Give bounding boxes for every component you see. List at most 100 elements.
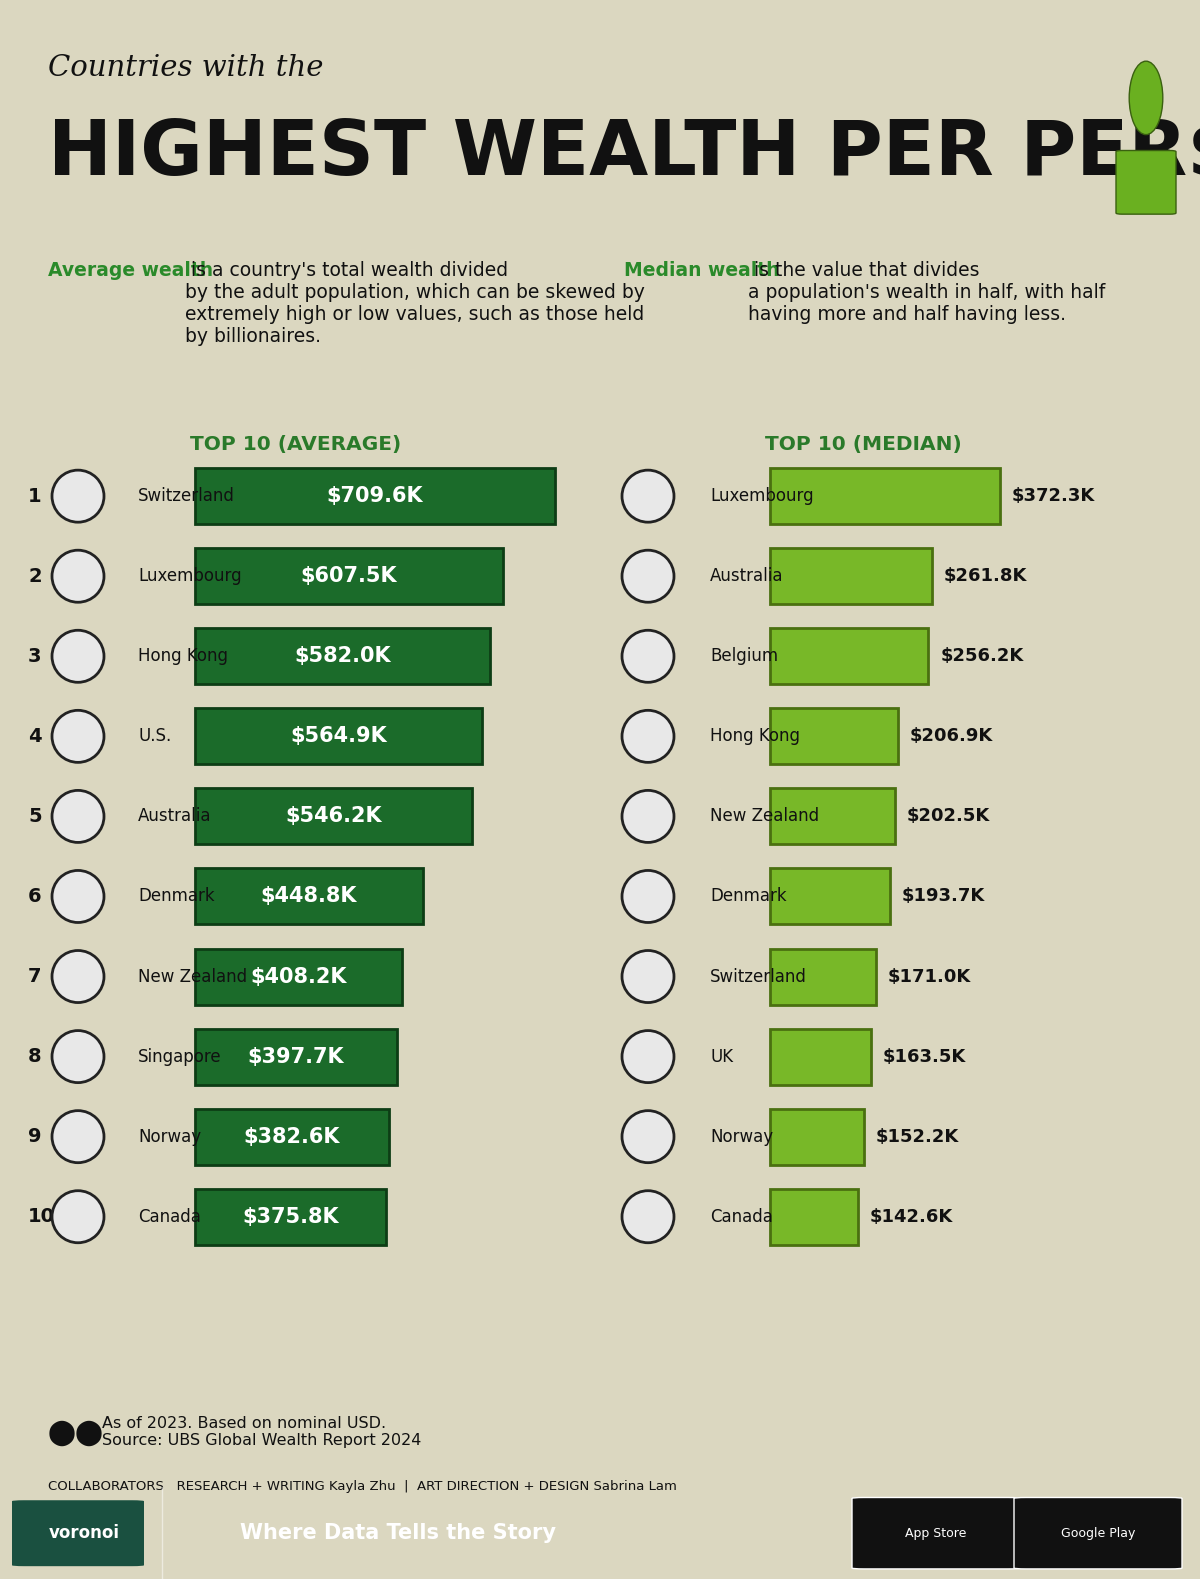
Text: HIGHEST WEALTH PER PER$ON: HIGHEST WEALTH PER PER$ON [48, 117, 1200, 191]
Text: $382.6K: $382.6K [244, 1127, 341, 1146]
Circle shape [622, 711, 674, 763]
FancyBboxPatch shape [194, 467, 554, 524]
Text: 10: 10 [28, 1208, 55, 1227]
FancyBboxPatch shape [194, 628, 491, 684]
FancyBboxPatch shape [194, 868, 422, 924]
Text: Hong Kong: Hong Kong [138, 647, 228, 665]
FancyBboxPatch shape [194, 1189, 385, 1244]
Text: 1: 1 [28, 486, 42, 505]
FancyBboxPatch shape [770, 949, 876, 1004]
FancyBboxPatch shape [770, 1189, 858, 1244]
Text: $206.9K: $206.9K [910, 728, 994, 745]
FancyBboxPatch shape [194, 548, 503, 605]
Text: U.S.: U.S. [138, 728, 172, 745]
Circle shape [622, 630, 674, 682]
Text: Median wealth: Median wealth [624, 261, 780, 279]
Text: Belgium: Belgium [710, 647, 778, 665]
Text: $448.8K: $448.8K [260, 886, 358, 906]
Circle shape [52, 1110, 104, 1162]
Text: 4: 4 [28, 726, 42, 745]
Text: Norway: Norway [710, 1127, 773, 1146]
Text: $375.8K: $375.8K [242, 1206, 338, 1227]
FancyBboxPatch shape [194, 1028, 397, 1085]
Text: New Zealand: New Zealand [138, 968, 247, 985]
Text: $171.0K: $171.0K [888, 968, 971, 985]
Text: $607.5K: $607.5K [301, 567, 397, 586]
Text: $193.7K: $193.7K [901, 887, 985, 905]
FancyBboxPatch shape [194, 1108, 389, 1165]
Text: is a country's total wealth divided
by the adult population, which can be skewed: is a country's total wealth divided by t… [185, 261, 644, 346]
FancyBboxPatch shape [1014, 1497, 1182, 1570]
Ellipse shape [1129, 62, 1163, 134]
Circle shape [622, 1191, 674, 1243]
Circle shape [622, 549, 674, 602]
Text: ⬤⬤: ⬤⬤ [48, 1421, 104, 1446]
Circle shape [622, 951, 674, 1003]
Circle shape [52, 549, 104, 602]
FancyBboxPatch shape [770, 868, 889, 924]
FancyBboxPatch shape [194, 949, 402, 1004]
Text: 5: 5 [28, 807, 42, 826]
Text: Switzerland: Switzerland [710, 968, 806, 985]
Circle shape [52, 1191, 104, 1243]
Text: Canada: Canada [710, 1208, 773, 1225]
Text: App Store: App Store [905, 1527, 967, 1540]
Text: Hong Kong: Hong Kong [710, 728, 800, 745]
FancyBboxPatch shape [770, 467, 1000, 524]
Text: $163.5K: $163.5K [883, 1047, 966, 1066]
FancyBboxPatch shape [770, 548, 931, 605]
Text: New Zealand: New Zealand [710, 807, 820, 826]
Text: $152.2K: $152.2K [876, 1127, 959, 1146]
Text: Australia: Australia [710, 567, 784, 586]
Circle shape [52, 711, 104, 763]
Circle shape [622, 791, 674, 843]
FancyBboxPatch shape [770, 788, 895, 845]
Circle shape [622, 471, 674, 523]
FancyBboxPatch shape [194, 788, 472, 845]
Text: Luxembourg: Luxembourg [710, 488, 814, 505]
Text: COLLABORATORS   RESEARCH + WRITING Kayla Zhu  |  ART DIRECTION + DESIGN Sabrina : COLLABORATORS RESEARCH + WRITING Kayla Z… [48, 1480, 677, 1494]
Text: TOP 10 (AVERAGE): TOP 10 (AVERAGE) [190, 436, 401, 455]
Text: TOP 10 (MEDIAN): TOP 10 (MEDIAN) [766, 436, 961, 455]
FancyBboxPatch shape [770, 709, 898, 764]
Text: $372.3K: $372.3K [1012, 488, 1096, 505]
Text: Luxembourg: Luxembourg [138, 567, 241, 586]
Text: is the value that divides
a population's wealth in half, with half
having more a: is the value that divides a population's… [748, 261, 1105, 324]
Circle shape [52, 951, 104, 1003]
Text: As of 2023. Based on nominal USD.
Source: UBS Global Wealth Report 2024: As of 2023. Based on nominal USD. Source… [102, 1416, 421, 1448]
Circle shape [622, 1110, 674, 1162]
FancyBboxPatch shape [12, 1500, 144, 1566]
Text: 7: 7 [28, 966, 42, 985]
Circle shape [622, 1031, 674, 1083]
Circle shape [52, 630, 104, 682]
Text: $546.2K: $546.2K [286, 807, 382, 826]
Circle shape [52, 1031, 104, 1083]
Circle shape [52, 471, 104, 523]
Text: Singapore: Singapore [138, 1047, 222, 1066]
FancyBboxPatch shape [770, 1108, 864, 1165]
Text: Denmark: Denmark [710, 887, 787, 905]
Text: 9: 9 [28, 1127, 42, 1146]
FancyBboxPatch shape [770, 1028, 871, 1085]
Circle shape [622, 870, 674, 922]
Text: $202.5K: $202.5K [907, 807, 990, 826]
Text: $408.2K: $408.2K [251, 966, 347, 987]
Text: $564.9K: $564.9K [290, 726, 386, 747]
Text: $256.2K: $256.2K [941, 647, 1024, 665]
Text: $582.0K: $582.0K [294, 646, 391, 666]
Text: $142.6K: $142.6K [870, 1208, 953, 1225]
Text: Google Play: Google Play [1061, 1527, 1135, 1540]
Text: Norway: Norway [138, 1127, 202, 1146]
Text: voronoi: voronoi [48, 1524, 120, 1543]
Text: 3: 3 [28, 647, 42, 666]
Text: UK: UK [710, 1047, 733, 1066]
Circle shape [52, 791, 104, 843]
Text: Canada: Canada [138, 1208, 200, 1225]
Text: 6: 6 [28, 887, 42, 906]
FancyBboxPatch shape [194, 709, 481, 764]
Text: Australia: Australia [138, 807, 211, 826]
Text: Average wealth: Average wealth [48, 261, 214, 279]
FancyBboxPatch shape [770, 628, 929, 684]
Text: 2: 2 [28, 567, 42, 586]
Text: 8: 8 [28, 1047, 42, 1066]
